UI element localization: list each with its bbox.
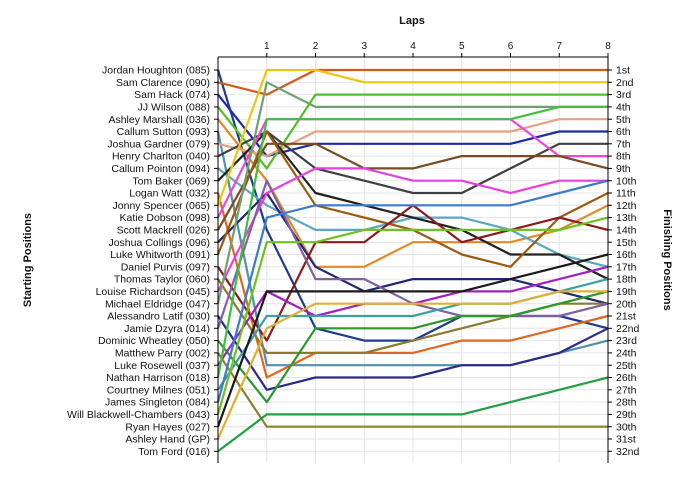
- finishing-position-label: 28th: [616, 397, 637, 409]
- x-tick-label: 5: [459, 41, 465, 52]
- starting-position-label: Luke Rosewell (037): [114, 360, 210, 372]
- starting-position-label: Daniel Purvis (097): [121, 261, 210, 273]
- finishing-position-label: 24th: [616, 348, 637, 360]
- starting-position-label: Callum Sutton (093): [117, 126, 210, 138]
- finishing-position-label: 29th: [616, 409, 637, 421]
- starting-position-label: Ryan Hayes (027): [125, 421, 210, 433]
- finishing-position-label: 25th: [616, 360, 637, 372]
- series-line-29: [216, 216, 609, 415]
- finishing-position-label: 23rd: [616, 335, 637, 347]
- finishing-position-label: 26th: [616, 372, 637, 384]
- starting-position-label: Jamie Dzyra (014): [124, 323, 210, 335]
- starting-position-label: Ashley Hand (GP): [125, 434, 210, 446]
- x-tick-label: 2: [313, 41, 319, 52]
- finishing-position-labels: 1st2nd3rd4th5th6th7th8th9th10th11th12th1…: [616, 65, 640, 458]
- finishing-position-label: 27th: [616, 384, 637, 396]
- series-line-20: [216, 81, 608, 304]
- chart-title: Laps: [399, 15, 425, 27]
- starting-position-label: Courtney Milnes (051): [107, 384, 210, 396]
- series-line-23: [217, 290, 609, 404]
- starting-position-label: Jordan Houghton (085): [102, 65, 210, 77]
- x-tick-label: 1: [264, 41, 270, 52]
- finishing-position-label: 20th: [616, 298, 637, 310]
- series-line-15: [217, 191, 609, 305]
- starting-position-label: Jonny Spencer (065): [113, 200, 210, 212]
- starting-position-label: Sam Clarence (090): [116, 77, 210, 89]
- starting-position-label: James Singleton (084): [105, 397, 210, 409]
- series-line-30: [216, 253, 609, 428]
- finishing-position-label: 3rd: [616, 89, 631, 101]
- finishing-position-label: 14th: [616, 225, 637, 237]
- starting-position-label: Will Blackwell-Chambers (043): [67, 409, 210, 421]
- series-line-28: [216, 179, 609, 403]
- finishing-position-label: 30th: [616, 421, 637, 433]
- finishing-position-label: 2nd: [616, 77, 634, 89]
- finishing-position-label: 7th: [616, 138, 631, 150]
- series-line-14: [217, 142, 609, 231]
- series-line-12: [216, 68, 608, 206]
- x-tick-label: 3: [361, 41, 367, 52]
- starting-position-label: JJ Wilson (088): [138, 102, 210, 114]
- starting-position-label: Michael Eldridge (047): [105, 298, 210, 310]
- starting-position-label: Henry Charlton (040): [112, 151, 210, 163]
- starting-position-label: Callum Pointon (094): [111, 163, 210, 175]
- starting-position-label: Dominic Wheatley (050): [98, 335, 210, 347]
- x-tick-label: 4: [410, 41, 416, 52]
- finishing-position-label: 17th: [616, 261, 637, 273]
- series-line-24: [217, 352, 608, 428]
- starting-position-label: Scott Mackrell (026): [117, 225, 210, 237]
- starting-position-label: Joshua Gardner (079): [107, 138, 210, 150]
- finishing-position-label: 1st: [616, 65, 630, 77]
- x-tick-label: 6: [508, 41, 514, 52]
- finishing-position-label: 8th: [616, 151, 631, 163]
- starting-position-label: Katie Dobson (098): [120, 212, 210, 224]
- finishing-position-label: 31st: [616, 434, 636, 446]
- series-line-31: [216, 290, 608, 440]
- finishing-position-label: 22nd: [616, 323, 640, 335]
- starting-position-label: Tom Baker (069): [132, 175, 210, 187]
- finishing-position-label: 12th: [616, 200, 637, 212]
- starting-position-label: Logan Watt (032): [129, 188, 210, 200]
- starting-position-label: Nathan Harrison (018): [106, 372, 210, 384]
- starting-position-label: Tom Ford (016): [138, 446, 210, 458]
- series-line-2: [217, 68, 608, 96]
- series-line-7: [217, 118, 608, 158]
- series-line-21: [217, 315, 609, 391]
- right-axis-title: Finishing Positions: [661, 209, 673, 310]
- starting-position-label: Sam Hack (074): [134, 89, 210, 101]
- series-line-10: [217, 130, 609, 281]
- finishing-position-label: 9th: [616, 163, 631, 175]
- finishing-position-label: 4th: [616, 102, 631, 114]
- starting-position-labels: Jordan Houghton (085)Sam Clarence (090)S…: [67, 65, 210, 458]
- finishing-position-label: 21st: [616, 311, 636, 323]
- starting-position-label: Thomas Taylor (060): [114, 274, 210, 286]
- finishing-position-label: 6th: [616, 126, 631, 138]
- starting-position-label: Louise Richardson (045): [96, 286, 210, 298]
- finishing-position-label: 5th: [616, 114, 631, 126]
- finishing-position-label: 32nd: [616, 446, 640, 458]
- series-lines: [216, 68, 609, 453]
- finishing-position-label: 15th: [616, 237, 637, 249]
- series-line-11: [216, 192, 609, 379]
- finishing-position-label: 19th: [616, 286, 637, 298]
- finishing-position-label: 18th: [616, 274, 637, 286]
- finishing-position-label: 10th: [616, 175, 637, 187]
- finishing-position-label: 11th: [616, 188, 636, 200]
- finishing-position-label: 13th: [616, 212, 637, 224]
- series-line-26: [216, 105, 608, 378]
- x-tick-labels: 1 2 3 4 5 6 7 8: [264, 41, 611, 52]
- series-line-32: [217, 376, 609, 453]
- x-tick-label: 7: [556, 41, 562, 52]
- finishing-position-label: 16th: [616, 249, 637, 261]
- starting-position-label: Alessandro Latif (030): [107, 311, 210, 323]
- axes: [214, 53, 612, 463]
- starting-position-label: Matthew Parry (002): [115, 348, 210, 360]
- starting-position-label: Luke Whitworth (091): [110, 249, 210, 261]
- starting-position-label: Ashley Marshall (036): [108, 114, 210, 126]
- x-tick-label: 8: [605, 41, 611, 52]
- starting-position-label: Joshua Collings (096): [108, 237, 210, 249]
- left-axis-title: Starting Positions: [22, 213, 34, 307]
- series-line-19: [217, 167, 608, 292]
